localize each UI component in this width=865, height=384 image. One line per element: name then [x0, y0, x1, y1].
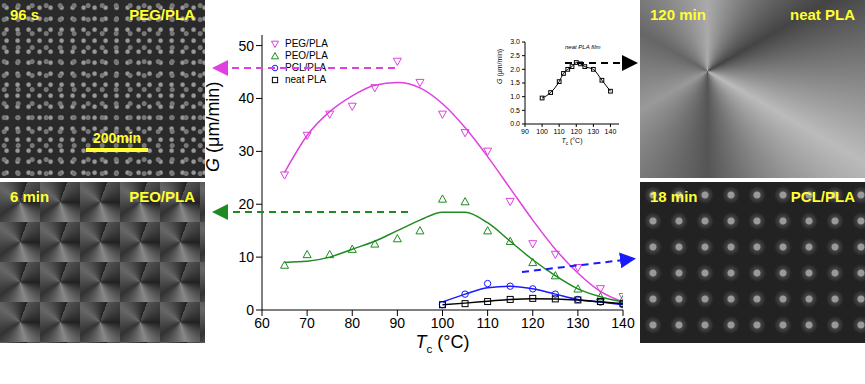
html-text:96 s: 96 s	[10, 6, 40, 23]
html-text:200min: 200min	[92, 130, 142, 146]
svg-text:110: 110	[476, 315, 499, 331]
html-text:PEG/PLA: PEG/PLA	[129, 6, 195, 23]
svg-text:90: 90	[521, 128, 529, 135]
html-text:Tc(°C): Tc(°C)	[415, 332, 470, 355]
svg-text:2.0: 2.0	[510, 66, 520, 73]
svg-text:110: 110	[554, 128, 565, 135]
svg-text:70: 70	[299, 315, 315, 331]
html-text:neat PLA film: neat PLA film	[565, 44, 601, 50]
html-text:PEG/PLA: PEG/PLA	[285, 38, 328, 49]
html-text:6 min: 6 min	[10, 188, 50, 205]
svg-text:130: 130	[588, 128, 600, 135]
html-text:PCL/PLA: PCL/PLA	[285, 62, 327, 73]
svg-text:100: 100	[431, 315, 455, 331]
svg-text:100: 100	[536, 128, 548, 135]
svg-text:3.0: 3.0	[510, 38, 520, 45]
svg-text:130: 130	[566, 315, 590, 331]
svg-text:40: 40	[238, 90, 254, 106]
html-text:PEO/PLA: PEO/PLA	[285, 50, 328, 61]
html-text:120 min: 120 min	[650, 6, 706, 23]
html-text:18 min: 18 min	[650, 188, 698, 205]
svg-text:90: 90	[390, 315, 406, 331]
svg-text:0.0: 0.0	[510, 120, 520, 127]
svg-text:50: 50	[238, 38, 254, 54]
html-text:(μm/min): (μm/min)	[495, 48, 503, 79]
html-text:G: G	[202, 158, 223, 172]
svg-text:60: 60	[254, 315, 270, 331]
svg-text:1.5: 1.5	[510, 79, 520, 86]
svg-text:2.5: 2.5	[510, 52, 520, 59]
html-text:(μm/min): (μm/min)	[202, 81, 223, 158]
svg-text:80: 80	[344, 315, 360, 331]
html-text:G: G	[495, 78, 503, 84]
svg-text:30: 30	[238, 143, 254, 159]
html-text:neat PLA: neat PLA	[285, 74, 327, 85]
html-text:PCL/PLA: PCL/PLA	[790, 188, 855, 205]
html-text:Tc(°C): Tc(°C)	[561, 137, 583, 147]
svg-text:1.0: 1.0	[510, 93, 520, 100]
svg-text:20: 20	[238, 196, 254, 212]
svg-text:140: 140	[605, 128, 617, 135]
svg-text:120: 120	[521, 315, 545, 331]
html-text:PEO/PLA: PEO/PLA	[129, 188, 195, 205]
svg-text:120: 120	[570, 128, 582, 135]
svg-text:0: 0	[246, 302, 254, 318]
svg-text:140: 140	[611, 315, 635, 331]
svg-text:10: 10	[238, 249, 254, 265]
html-text:neat PLA: neat PLA	[790, 6, 855, 23]
svg-text:0.5: 0.5	[510, 107, 520, 114]
